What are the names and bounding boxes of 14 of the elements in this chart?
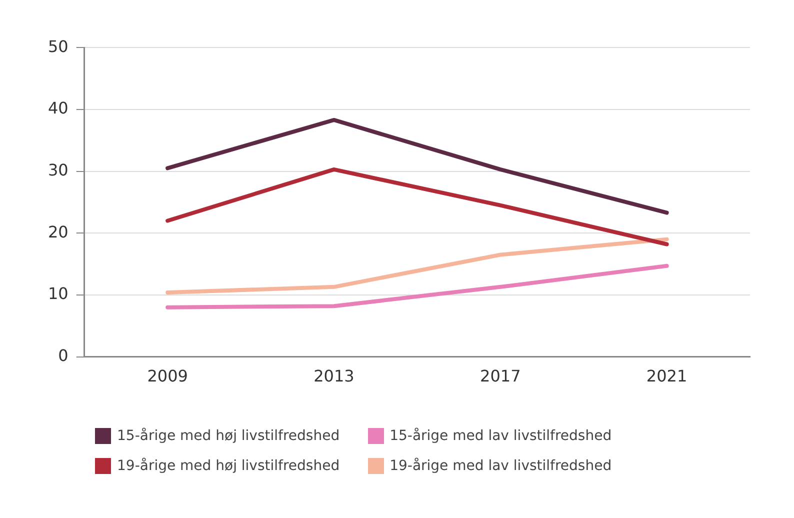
- y-tick-label: 20: [48, 222, 68, 242]
- y-tick-label: 30: [48, 160, 68, 180]
- legend-label: 15-årige med lav livstilfredshed: [390, 428, 612, 444]
- y-tick-label: 10: [48, 284, 68, 304]
- y-tick-label: 50: [48, 36, 68, 56]
- x-tick-label: 2013: [314, 366, 354, 386]
- legend-label: 19-årige med høj livstilfredshed: [117, 458, 340, 474]
- x-tick-label: 2021: [646, 366, 688, 386]
- legend-label: 19-årige med lav livstilfredshed: [390, 458, 612, 474]
- x-tick-label: 2009: [147, 366, 188, 386]
- y-tick-label: 40: [48, 98, 68, 118]
- y-tick-label: 0: [58, 346, 68, 365]
- legend-label: 15-årige med høj livstilfredshed: [117, 428, 340, 444]
- x-tick-label: 2017: [480, 366, 521, 386]
